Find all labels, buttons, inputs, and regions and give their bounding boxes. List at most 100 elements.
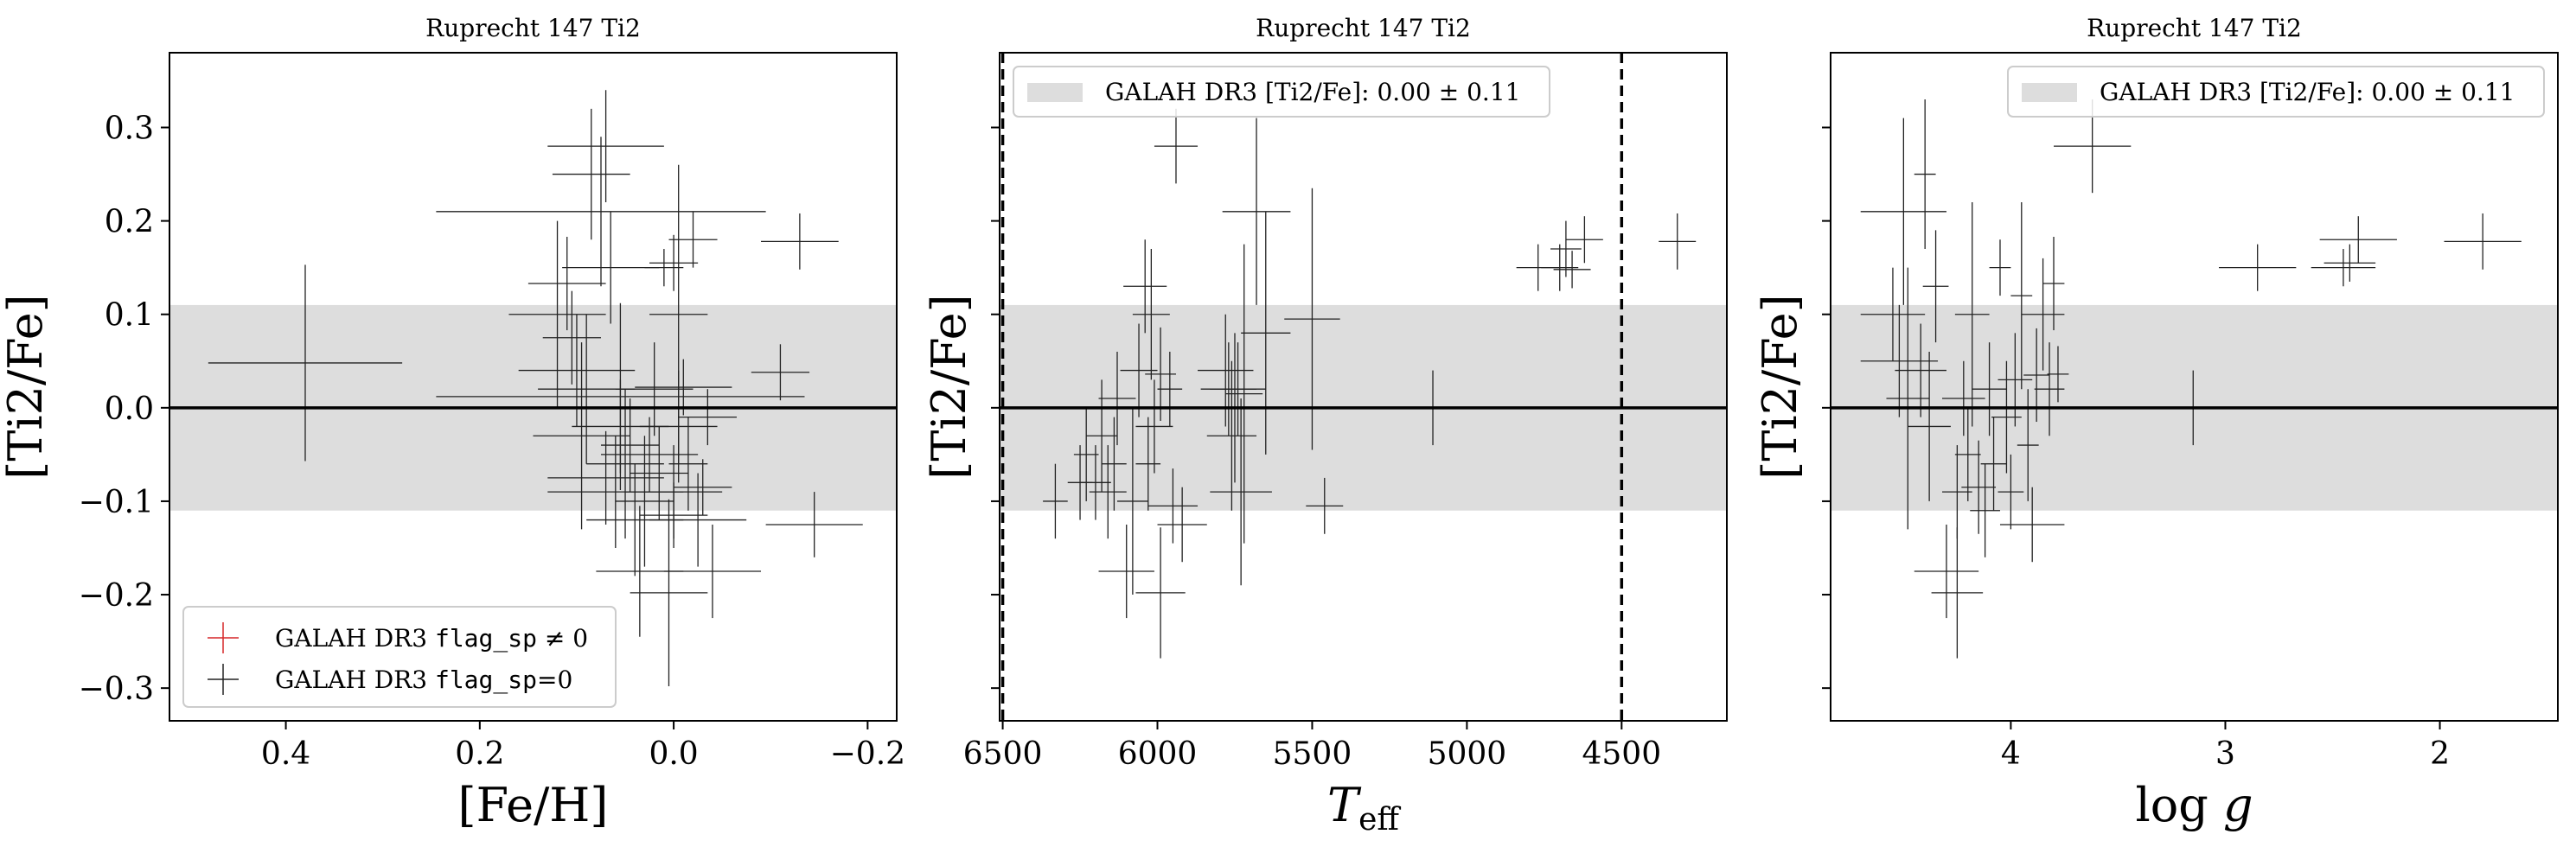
data-point bbox=[630, 499, 708, 686]
data-point bbox=[2444, 213, 2522, 270]
data-point bbox=[1089, 445, 1127, 539]
data-point bbox=[552, 108, 630, 240]
data-point bbox=[663, 524, 762, 619]
data-point bbox=[1942, 445, 1972, 539]
panel-title: Ruprecht 147 Ti2 bbox=[1256, 14, 1471, 42]
legend-band-swatch bbox=[1027, 83, 1083, 102]
data-point bbox=[668, 211, 718, 268]
x-tick-label: 4500 bbox=[1582, 736, 1662, 772]
x-axis-label: Teff bbox=[1327, 778, 1401, 837]
data-point bbox=[1135, 417, 1161, 511]
data-point bbox=[1241, 211, 1291, 455]
data-point bbox=[547, 90, 664, 202]
x-tick-label: 0.0 bbox=[649, 736, 698, 772]
panel-title: Ruprecht 147 Ti2 bbox=[425, 14, 641, 42]
y-axis-label: [Ti2/Fe] bbox=[922, 294, 976, 479]
data-point bbox=[1210, 342, 1266, 436]
x-tick-label: 5000 bbox=[1428, 736, 1507, 772]
data-point bbox=[1147, 468, 1199, 544]
y-tick-label: 0.0 bbox=[105, 392, 154, 427]
data-point bbox=[2042, 236, 2065, 331]
data-point bbox=[1954, 407, 1981, 501]
panel-feh: −0.3 −0.2 −0.1 0.0 0.1 0.2 0.3 0.4 0.2 0.0 −0.2 Rup… bbox=[0, 14, 905, 832]
x-tick-label: 4 bbox=[2001, 736, 2021, 772]
data-point bbox=[1098, 351, 1136, 446]
data-point bbox=[2010, 201, 2033, 390]
plot-area bbox=[169, 90, 897, 686]
data-point bbox=[436, 137, 766, 287]
data-point bbox=[1942, 360, 1985, 436]
legend-frame bbox=[2007, 66, 2545, 118]
legend-frame bbox=[182, 606, 617, 708]
data-point bbox=[1116, 407, 1148, 595]
data-point bbox=[2319, 216, 2397, 264]
y-tick-label: −0.3 bbox=[79, 672, 154, 707]
data-point bbox=[1210, 398, 1272, 586]
x-tick-label: 2 bbox=[2430, 736, 2450, 772]
panel-title: Ruprecht 147 Ti2 bbox=[2087, 14, 2302, 42]
x-tick-label: 5500 bbox=[1273, 736, 1352, 772]
data-point bbox=[586, 389, 664, 539]
data-point bbox=[1553, 251, 1591, 289]
legend-flagged-marker bbox=[208, 622, 239, 653]
data-point bbox=[1659, 213, 1697, 270]
data-point bbox=[1998, 333, 2033, 427]
data-point bbox=[1541, 244, 1579, 291]
legend-band-swatch bbox=[2022, 83, 2077, 102]
data-point bbox=[678, 389, 737, 446]
data-point bbox=[1922, 230, 1949, 343]
data-point bbox=[1157, 487, 1207, 563]
data-point bbox=[649, 234, 699, 291]
data-point bbox=[2023, 328, 2050, 423]
data-point bbox=[436, 302, 805, 490]
data-point bbox=[527, 236, 606, 331]
data-point bbox=[562, 211, 660, 324]
data-point bbox=[1306, 477, 1344, 534]
data-point bbox=[761, 213, 839, 270]
data-point bbox=[1073, 407, 1099, 501]
data-point bbox=[508, 220, 606, 408]
data-point bbox=[2021, 258, 2065, 371]
data-point bbox=[1135, 379, 1173, 474]
data-point bbox=[1098, 524, 1154, 619]
data-point bbox=[208, 264, 403, 462]
data-point bbox=[1102, 417, 1127, 511]
data-point bbox=[1972, 342, 2007, 436]
data-point bbox=[1998, 454, 2024, 530]
x-tick-label: 3 bbox=[2215, 736, 2235, 772]
data-point bbox=[635, 359, 732, 416]
data-point bbox=[1886, 267, 1930, 530]
data-point bbox=[1989, 239, 2011, 296]
data-point bbox=[2311, 249, 2376, 287]
data-point bbox=[644, 249, 684, 287]
data-point bbox=[2324, 244, 2376, 282]
data-point bbox=[533, 342, 630, 530]
y-axis-label: [Ti2/Fe] bbox=[1753, 294, 1807, 479]
axes-frame bbox=[169, 52, 898, 722]
data-point bbox=[615, 342, 694, 436]
data-point bbox=[1970, 463, 2000, 557]
x-tick-label: 0.4 bbox=[261, 736, 310, 772]
data-point bbox=[1914, 99, 1936, 250]
data-point bbox=[1961, 440, 1997, 534]
data-point bbox=[1999, 487, 2065, 563]
data-point bbox=[2047, 346, 2069, 403]
plot-area bbox=[1000, 53, 1727, 721]
y-tick-label: −0.1 bbox=[79, 485, 154, 520]
data-point bbox=[2219, 244, 2297, 291]
y-tick-label: 0.2 bbox=[105, 205, 154, 240]
data-point bbox=[1154, 108, 1199, 184]
legend-label: GALAH DR3 flag_sp ≠ 0 bbox=[275, 624, 588, 653]
data-point bbox=[542, 290, 601, 385]
x-tick-label: 6500 bbox=[963, 736, 1043, 772]
x-tick-label: −0.2 bbox=[830, 736, 905, 772]
legend-frame bbox=[1013, 66, 1550, 118]
data-point bbox=[1565, 216, 1603, 264]
legend: GALAH DR3 [Ti2/Fe]: 0.00 ± 0.11 bbox=[1013, 66, 1550, 118]
data-point bbox=[1860, 267, 1926, 361]
data-point bbox=[1123, 239, 1167, 334]
data-point bbox=[1222, 118, 1291, 305]
data-point bbox=[1931, 527, 1984, 659]
legend-label: GALAH DR3 flag_sp=0 bbox=[275, 666, 572, 695]
x-tick-label: 6000 bbox=[1118, 736, 1198, 772]
